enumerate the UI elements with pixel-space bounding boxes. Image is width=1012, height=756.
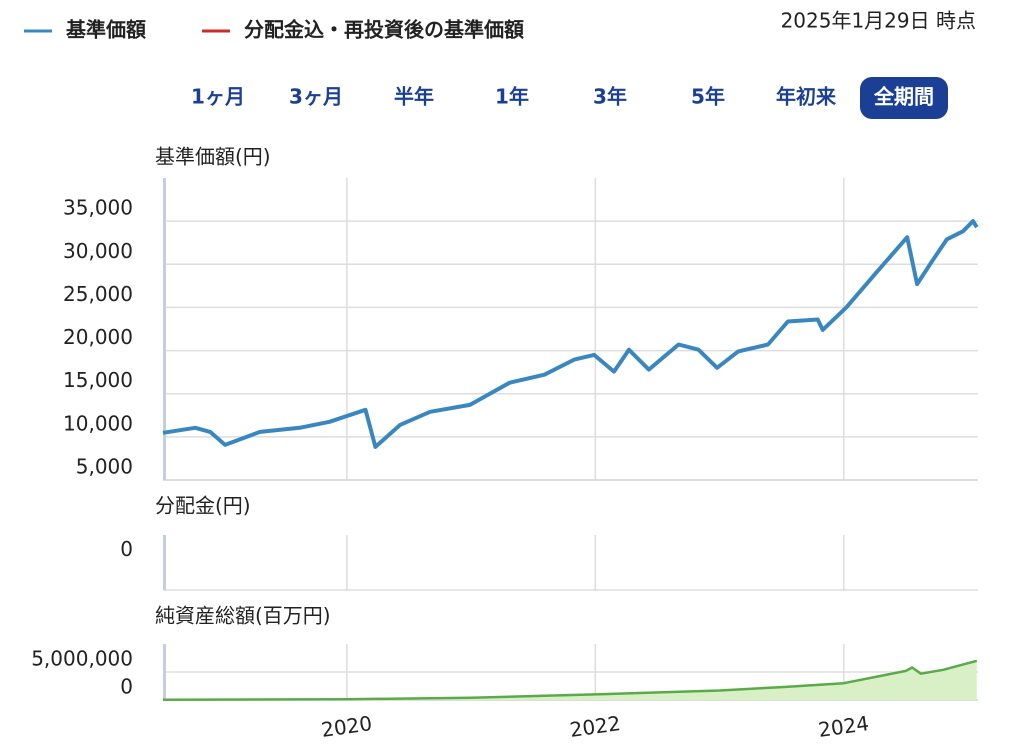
y-tick-label: 0 <box>120 675 133 699</box>
legend-label[interactable]: 分配金込・再投資後の基準価額 <box>244 18 524 42</box>
area-fill <box>163 660 977 700</box>
y-axis-title: 分配金(円) <box>155 494 251 518</box>
y-tick-label: 25,000 <box>63 282 133 306</box>
legend-label[interactable]: 基準価額 <box>66 18 146 42</box>
period-button[interactable]: 1年 <box>495 85 529 109</box>
period-button[interactable]: 全期間 <box>873 85 934 109</box>
period-button[interactable]: 5年 <box>691 85 725 109</box>
x-tick-label: 2020 <box>320 711 374 742</box>
y-tick-label: 0 <box>120 537 133 561</box>
y-tick-label: 5,000 <box>76 455 133 479</box>
y-tick-label: 20,000 <box>63 325 133 349</box>
as-of-date: 2025年1月29日 時点 <box>781 9 976 33</box>
y-axis-title: 純資産総額(百万円) <box>155 604 331 628</box>
y-tick-label: 5,000,000 <box>31 647 133 671</box>
y-tick-label: 30,000 <box>63 239 133 263</box>
series-line <box>162 659 978 701</box>
period-button[interactable]: 半年 <box>394 85 434 109</box>
period-button[interactable]: 1ヶ月 <box>191 85 245 109</box>
y-tick-label: 10,000 <box>63 411 133 435</box>
y-tick-label: 15,000 <box>63 368 133 392</box>
period-button[interactable]: 年初来 <box>776 85 837 109</box>
y-axis-title: 基準価額(円) <box>155 145 271 169</box>
x-tick-label: 2022 <box>568 711 622 742</box>
y-tick-label: 35,000 <box>63 196 133 220</box>
period-button-active[interactable] <box>860 77 948 119</box>
series-line <box>162 219 979 449</box>
x-tick-label: 2024 <box>817 711 871 742</box>
period-button[interactable]: 3年 <box>593 85 627 109</box>
period-button[interactable]: 3ヶ月 <box>289 85 343 109</box>
